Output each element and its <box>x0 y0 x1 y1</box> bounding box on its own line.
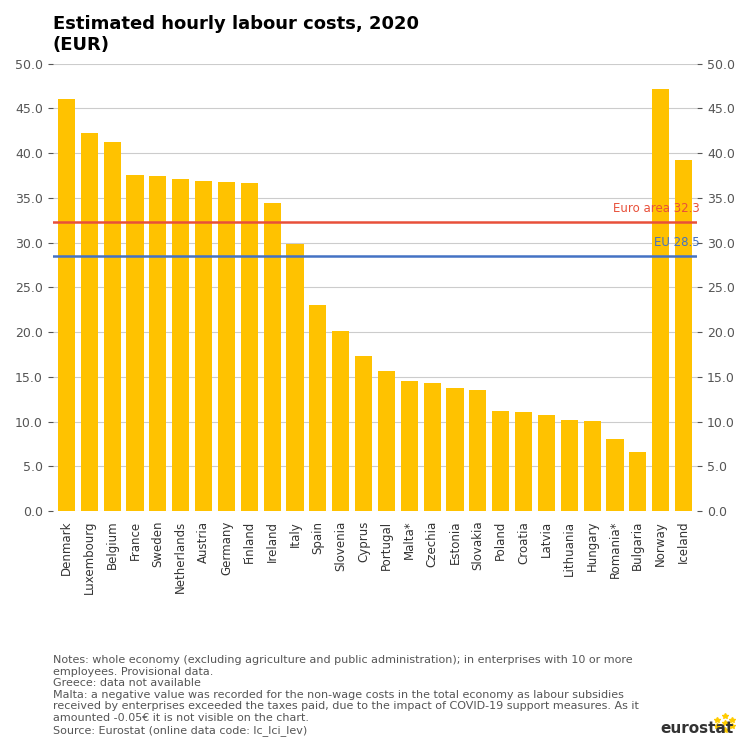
Bar <box>81 134 98 511</box>
Bar <box>127 175 143 511</box>
Bar <box>400 381 418 511</box>
Bar <box>241 183 258 511</box>
Bar <box>378 371 395 511</box>
Bar <box>652 88 669 511</box>
Bar <box>195 181 212 511</box>
Text: eurostat: eurostat <box>660 721 734 736</box>
Bar <box>309 305 326 511</box>
Bar <box>104 143 121 511</box>
Bar <box>561 420 578 511</box>
Bar <box>424 383 441 511</box>
Bar <box>58 100 75 511</box>
Bar <box>149 176 166 511</box>
Bar <box>607 438 623 511</box>
Bar <box>217 182 235 511</box>
Bar <box>355 356 372 511</box>
Bar <box>446 388 464 511</box>
Bar <box>538 415 555 511</box>
Bar <box>172 179 189 511</box>
Text: Estimated hourly labour costs, 2020
(EUR): Estimated hourly labour costs, 2020 (EUR… <box>53 15 419 53</box>
Bar <box>515 412 532 511</box>
Bar <box>286 244 304 511</box>
Text: Notes: whole economy (excluding agriculture and public administration); in enter: Notes: whole economy (excluding agricult… <box>53 655 638 736</box>
Bar <box>629 452 646 511</box>
Bar <box>263 204 280 511</box>
Text: Euro area 32.3: Euro area 32.3 <box>613 202 700 215</box>
Bar <box>492 411 509 511</box>
Bar <box>584 421 601 511</box>
Text: EU 28.5: EU 28.5 <box>654 236 700 249</box>
Bar <box>675 160 692 511</box>
Bar <box>470 390 487 511</box>
Bar <box>332 331 350 511</box>
